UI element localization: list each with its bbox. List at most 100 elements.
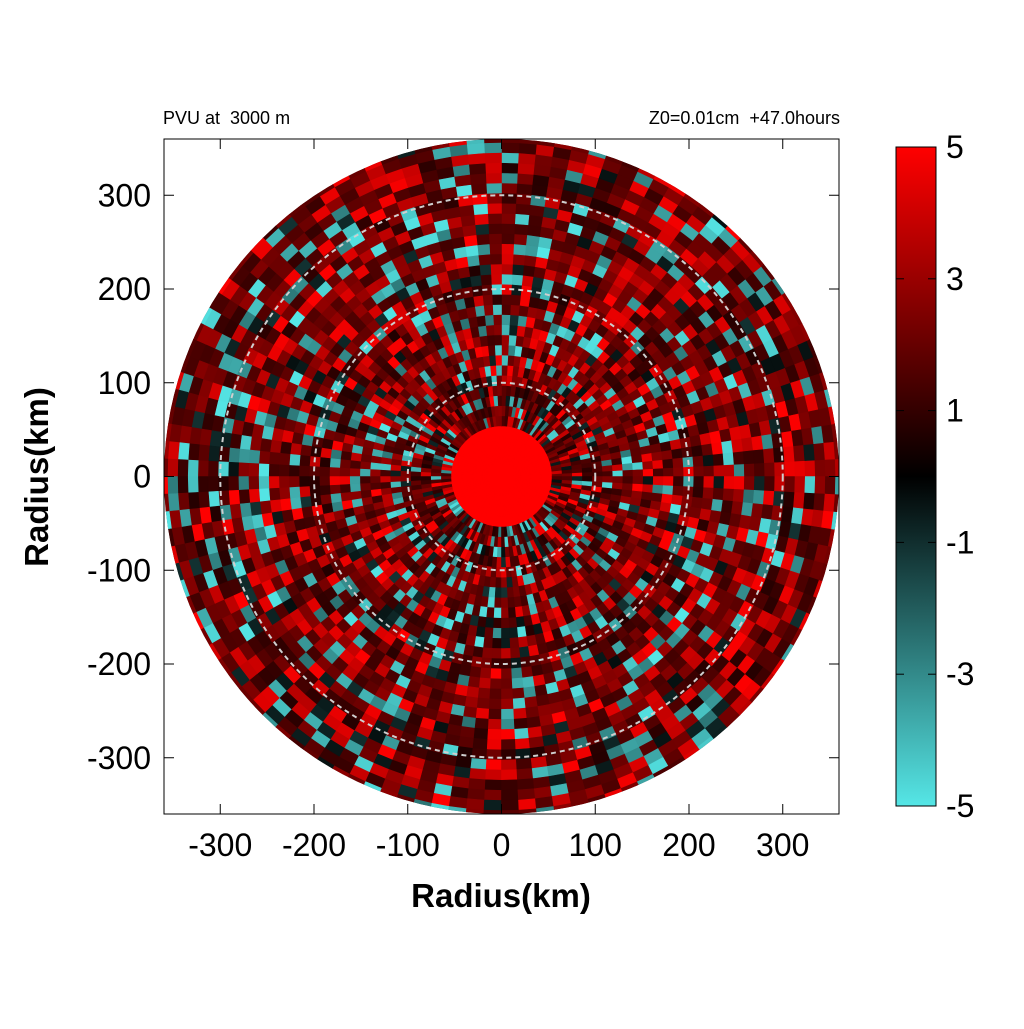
field-cell [601, 481, 614, 489]
field-cell [501, 668, 513, 680]
field-cell [501, 263, 513, 275]
field-cell [662, 467, 674, 477]
field-cell [692, 454, 705, 467]
field-cell [197, 491, 210, 509]
field-cell [268, 463, 280, 477]
field-cell [833, 440, 839, 460]
colorbar-tick-label: 3 [946, 261, 964, 297]
field-cell [501, 364, 508, 376]
field-cell [814, 476, 826, 494]
field-cell [164, 476, 169, 495]
field-cell [339, 467, 351, 477]
field-cell [823, 493, 836, 512]
field-cell [464, 696, 479, 709]
colorbar-tick-label: -1 [946, 524, 974, 560]
field-cell [495, 374, 502, 386]
field-cell [514, 727, 530, 740]
field-cell [501, 637, 511, 649]
field-cell [488, 243, 502, 255]
field-cell [470, 758, 488, 771]
y-tick-label: 200 [98, 271, 151, 307]
field-cell [485, 759, 502, 771]
field-cell [258, 463, 270, 477]
field-cell [508, 334, 517, 346]
field-cell [259, 438, 272, 453]
field-cell [298, 454, 311, 467]
field-cell [359, 468, 371, 477]
field-cell [501, 425, 505, 437]
field-cell [501, 435, 504, 447]
field-cell [484, 152, 502, 164]
field-cell [237, 462, 250, 477]
field-cell [513, 233, 528, 246]
field-cell [673, 476, 685, 487]
field-cell [652, 484, 664, 494]
field-cell [513, 707, 528, 720]
field-cell [501, 172, 518, 184]
field-cell [521, 274, 534, 287]
field-cell [473, 213, 489, 226]
field-cell [495, 577, 502, 589]
field-cell [279, 441, 292, 455]
field-cell [467, 676, 481, 689]
y-tick-label: 100 [98, 365, 151, 401]
field-cell [525, 706, 540, 719]
field-cell [721, 499, 734, 514]
field-cell [329, 449, 342, 460]
field-cell [662, 476, 674, 486]
field-cell [187, 476, 199, 494]
field-cell [475, 707, 490, 720]
field-cell [652, 476, 664, 486]
field-cell [490, 566, 498, 578]
field-cell [692, 486, 705, 499]
field-cell [268, 451, 281, 466]
field-cell [473, 727, 489, 740]
field-cell [541, 476, 553, 480]
field-cell [487, 596, 496, 609]
field-cell [517, 788, 536, 801]
field-cell [512, 697, 527, 710]
field-cell [259, 500, 272, 515]
field-cell [561, 476, 573, 481]
field-cell [478, 606, 489, 618]
field-cell [339, 476, 351, 486]
field-cell [278, 464, 290, 477]
field-cell [711, 498, 724, 512]
field-cell [489, 576, 497, 589]
field-cell [673, 466, 685, 477]
field-cell [319, 457, 331, 468]
field-cell [701, 442, 714, 456]
field-cell [474, 223, 490, 236]
field-cell [591, 480, 603, 488]
field-cell [501, 212, 516, 225]
field-cell [318, 476, 330, 487]
field-cell [369, 476, 381, 484]
field-cell [288, 453, 301, 467]
field-cell [813, 492, 826, 511]
field-cell [501, 273, 513, 285]
field-cell [501, 139, 520, 144]
field-cell [469, 768, 487, 781]
field-cell [329, 476, 341, 486]
field-cell [400, 465, 412, 473]
field-cell [369, 469, 381, 477]
field-cell [321, 438, 334, 450]
field-cell [299, 444, 312, 457]
field-cell [318, 466, 330, 477]
field-cell [493, 607, 502, 619]
field-cell [501, 334, 510, 346]
field-cell [723, 476, 735, 490]
x-tick-label: -100 [376, 827, 440, 863]
field-cell [228, 489, 241, 506]
field-cell [492, 314, 502, 326]
field-cell [793, 444, 806, 462]
field-cell [497, 536, 502, 548]
field-cell [469, 172, 487, 185]
field-cell [632, 483, 644, 492]
x-tick-label: -300 [188, 827, 252, 863]
field-cell [602, 476, 614, 483]
field-cell [511, 263, 525, 276]
field-cell [299, 496, 312, 509]
field-cell [506, 354, 515, 367]
